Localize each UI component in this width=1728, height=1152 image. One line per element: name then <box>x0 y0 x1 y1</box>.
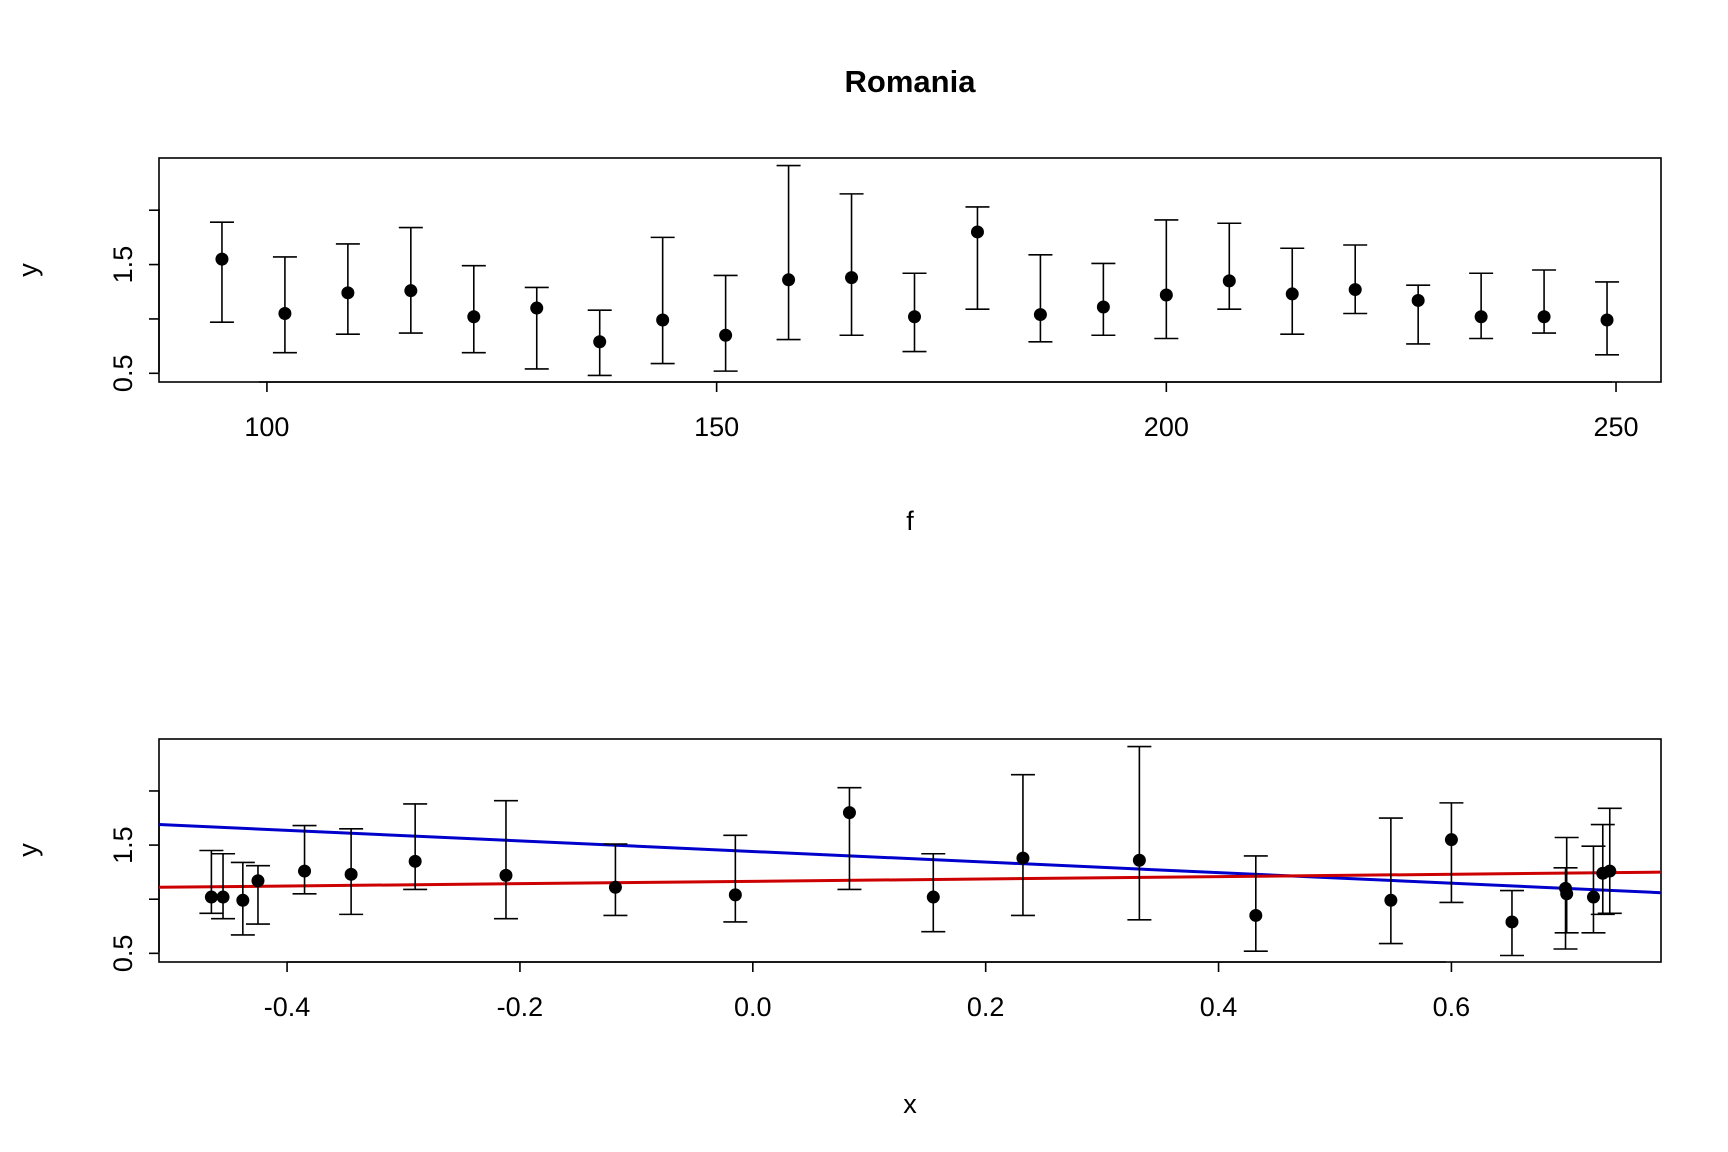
top-y-ticks: 0.5 1.5 <box>108 209 159 393</box>
fit-line <box>158 823 1662 895</box>
data-point <box>341 286 355 300</box>
data-point <box>1249 908 1263 922</box>
data-point <box>204 890 218 904</box>
data-point <box>782 273 796 287</box>
top-x-axis-label: f <box>906 506 914 536</box>
x-tick-label: 0.2 <box>967 992 1005 1022</box>
data-point <box>1285 287 1299 301</box>
data-point <box>344 867 358 881</box>
data-point <box>1016 851 1030 865</box>
bottom-plot-frame <box>158 738 1662 963</box>
data-point <box>215 252 229 266</box>
data-point <box>656 313 670 327</box>
data-point <box>1537 310 1551 324</box>
x-tick-label: 200 <box>1144 412 1189 442</box>
data-point <box>216 890 230 904</box>
data-point <box>1033 308 1047 322</box>
x-tick-label: 0.4 <box>1200 992 1238 1022</box>
data-point <box>1586 890 1600 904</box>
data-point <box>926 890 940 904</box>
bottom-panel: 0.5 1.5 -0.4 -0.2 0.0 0.2 0.4 0.6 x y <box>13 738 1662 1119</box>
bottom-points <box>204 806 1617 929</box>
data-point <box>251 874 265 888</box>
x-tick-label: 150 <box>694 412 739 442</box>
data-point <box>1603 864 1617 878</box>
x-tick-label: 250 <box>1593 412 1638 442</box>
bottom-y-ticks: 0.5 1.5 <box>108 790 159 973</box>
data-point <box>408 854 422 868</box>
data-point <box>1096 300 1110 314</box>
top-panel: 0.5 1.5 100 150 200 250 f y <box>13 157 1662 536</box>
bottom-error-bars <box>199 745 1622 957</box>
data-point <box>298 864 312 878</box>
data-point <box>1505 915 1519 929</box>
y-tick-label: 1.5 <box>108 246 138 284</box>
top-points <box>215 225 1614 349</box>
x-tick-label: 100 <box>244 412 289 442</box>
x-tick-label: 0.6 <box>1433 992 1471 1022</box>
bottom-fit-lines <box>158 823 1662 895</box>
bottom-y-axis-label: y <box>13 843 43 857</box>
data-point <box>970 225 984 239</box>
x-tick-label: -0.4 <box>264 992 311 1022</box>
chart-title: Romania <box>845 64 977 99</box>
data-point <box>1444 833 1458 847</box>
top-x-ticks: 100 150 200 250 <box>244 382 1639 442</box>
bottom-x-axis-label: x <box>903 1089 917 1119</box>
data-point <box>1132 853 1146 867</box>
data-point <box>845 271 859 285</box>
data-point <box>593 335 607 349</box>
y-tick-label: 1.5 <box>108 826 138 864</box>
bottom-x-ticks: -0.4 -0.2 0.0 0.2 0.4 0.6 <box>264 962 1470 1022</box>
y-tick-label: 0.5 <box>108 935 138 973</box>
data-point <box>1560 887 1574 901</box>
data-point <box>728 888 742 902</box>
data-point <box>467 310 481 324</box>
data-point <box>1474 310 1488 324</box>
data-point <box>499 868 513 882</box>
data-point <box>1348 283 1362 297</box>
y-tick-label: 0.5 <box>108 355 138 393</box>
fit-line <box>158 870 1662 889</box>
top-y-axis-label: y <box>13 263 43 277</box>
x-tick-label: -0.2 <box>497 992 544 1022</box>
data-point <box>1222 274 1236 288</box>
data-point <box>236 893 250 907</box>
top-plot-frame <box>158 157 1662 383</box>
data-point <box>530 301 544 315</box>
data-point <box>842 806 856 820</box>
data-point <box>1600 313 1614 327</box>
data-point <box>907 310 921 324</box>
top-error-bars <box>209 164 1620 377</box>
data-point <box>404 284 418 298</box>
data-point <box>1159 288 1173 302</box>
data-point <box>1411 293 1425 307</box>
data-point <box>608 880 622 894</box>
x-tick-label: 0.0 <box>734 992 772 1022</box>
data-point <box>719 328 733 342</box>
data-point <box>1384 893 1398 907</box>
data-point <box>278 306 292 320</box>
